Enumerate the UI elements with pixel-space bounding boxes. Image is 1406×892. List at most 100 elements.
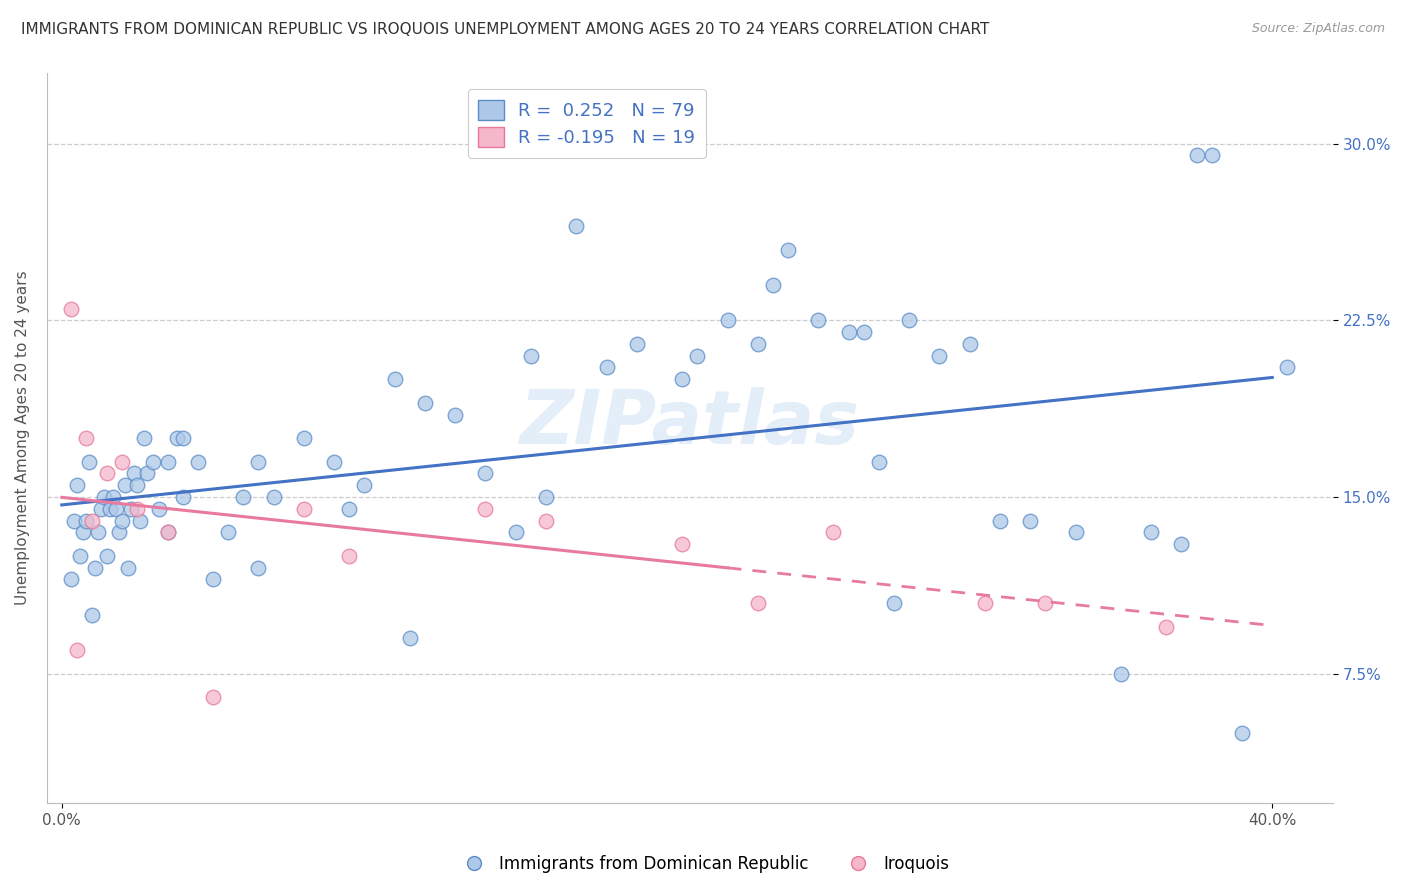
Point (166, 431, 188, 445)
Point (778, 243, 800, 257)
Point (87, 525, 110, 540)
Point (1201, 148, 1223, 162)
Point (142, 455, 165, 469)
Point (520, 349, 543, 363)
Point (444, 408, 467, 422)
Point (292, 431, 315, 445)
Point (247, 560, 270, 574)
Point (108, 525, 131, 540)
Point (217, 525, 239, 540)
Point (626, 337, 648, 351)
Point (172, 431, 194, 445)
Point (595, 360, 617, 375)
Point (988, 514, 1011, 528)
Point (80, 607, 103, 622)
Point (127, 501, 149, 516)
Point (202, 690, 225, 705)
Point (1170, 537, 1192, 551)
Point (172, 490, 194, 504)
Point (69, 549, 91, 563)
Point (129, 514, 152, 528)
Point (187, 455, 209, 469)
Point (973, 596, 995, 610)
Point (1230, 725, 1253, 739)
Y-axis label: Unemployment Among Ages 20 to 24 years: Unemployment Among Ages 20 to 24 years (15, 271, 30, 606)
Point (323, 455, 346, 469)
Point (103, 490, 125, 504)
Point (1064, 525, 1087, 540)
Point (263, 490, 285, 504)
Point (135, 467, 157, 481)
Point (90, 501, 112, 516)
Point (868, 455, 890, 469)
Point (686, 349, 709, 363)
Point (413, 396, 436, 410)
Point (59, 573, 82, 587)
Point (534, 514, 557, 528)
Point (63, 514, 86, 528)
Point (72, 525, 94, 540)
Point (114, 478, 136, 492)
Text: IMMIGRANTS FROM DOMINICAN REPUBLIC VS IROQUOIS UNEMPLOYMENT AMONG AGES 20 TO 24 : IMMIGRANTS FROM DOMINICAN REPUBLIC VS IR… (21, 22, 990, 37)
Point (807, 313, 830, 327)
Point (1109, 666, 1132, 681)
Point (66, 643, 89, 657)
Point (247, 455, 270, 469)
Point (928, 349, 950, 363)
Point (398, 632, 420, 646)
Point (474, 467, 496, 481)
Point (474, 501, 496, 516)
Point (353, 478, 375, 492)
Point (93, 490, 115, 504)
Point (148, 501, 170, 516)
Point (75, 514, 97, 528)
Point (337, 501, 360, 516)
Point (747, 337, 769, 351)
Point (898, 313, 921, 327)
Point (59, 301, 82, 316)
Point (1019, 514, 1042, 528)
Point (1140, 525, 1163, 540)
Point (96, 467, 118, 481)
Point (96, 549, 118, 563)
Point (838, 325, 860, 339)
Point (105, 501, 128, 516)
Legend: R =  0.252   N = 79, R = -0.195   N = 19: R = 0.252 N = 79, R = -0.195 N = 19 (468, 89, 706, 158)
Point (75, 431, 97, 445)
Point (534, 490, 557, 504)
Point (156, 455, 179, 469)
Point (1277, 360, 1299, 375)
Point (132, 431, 155, 445)
Point (852, 325, 875, 339)
Legend: Immigrants from Dominican Republic, Iroquois: Immigrants from Dominican Republic, Iroq… (450, 848, 956, 880)
Point (80, 514, 103, 528)
Point (292, 501, 315, 516)
Point (1033, 596, 1056, 610)
Point (98, 501, 121, 516)
Point (124, 467, 146, 481)
Text: ZIPatlas: ZIPatlas (520, 387, 859, 460)
Point (883, 596, 905, 610)
Point (77, 455, 100, 469)
Point (156, 525, 179, 540)
Point (1185, 148, 1208, 162)
Point (747, 596, 769, 610)
Text: Source: ZipAtlas.com: Source: ZipAtlas.com (1251, 22, 1385, 36)
Point (959, 337, 981, 351)
Point (671, 372, 693, 386)
Point (671, 537, 693, 551)
Point (120, 501, 142, 516)
Point (111, 514, 134, 528)
Point (823, 525, 845, 540)
Point (127, 478, 149, 492)
Point (384, 372, 406, 386)
Point (716, 313, 738, 327)
Point (84, 560, 107, 574)
Point (232, 490, 254, 504)
Point (1156, 619, 1178, 633)
Point (66, 478, 89, 492)
Point (762, 277, 785, 292)
Point (156, 525, 179, 540)
Point (565, 219, 588, 233)
Point (117, 560, 139, 574)
